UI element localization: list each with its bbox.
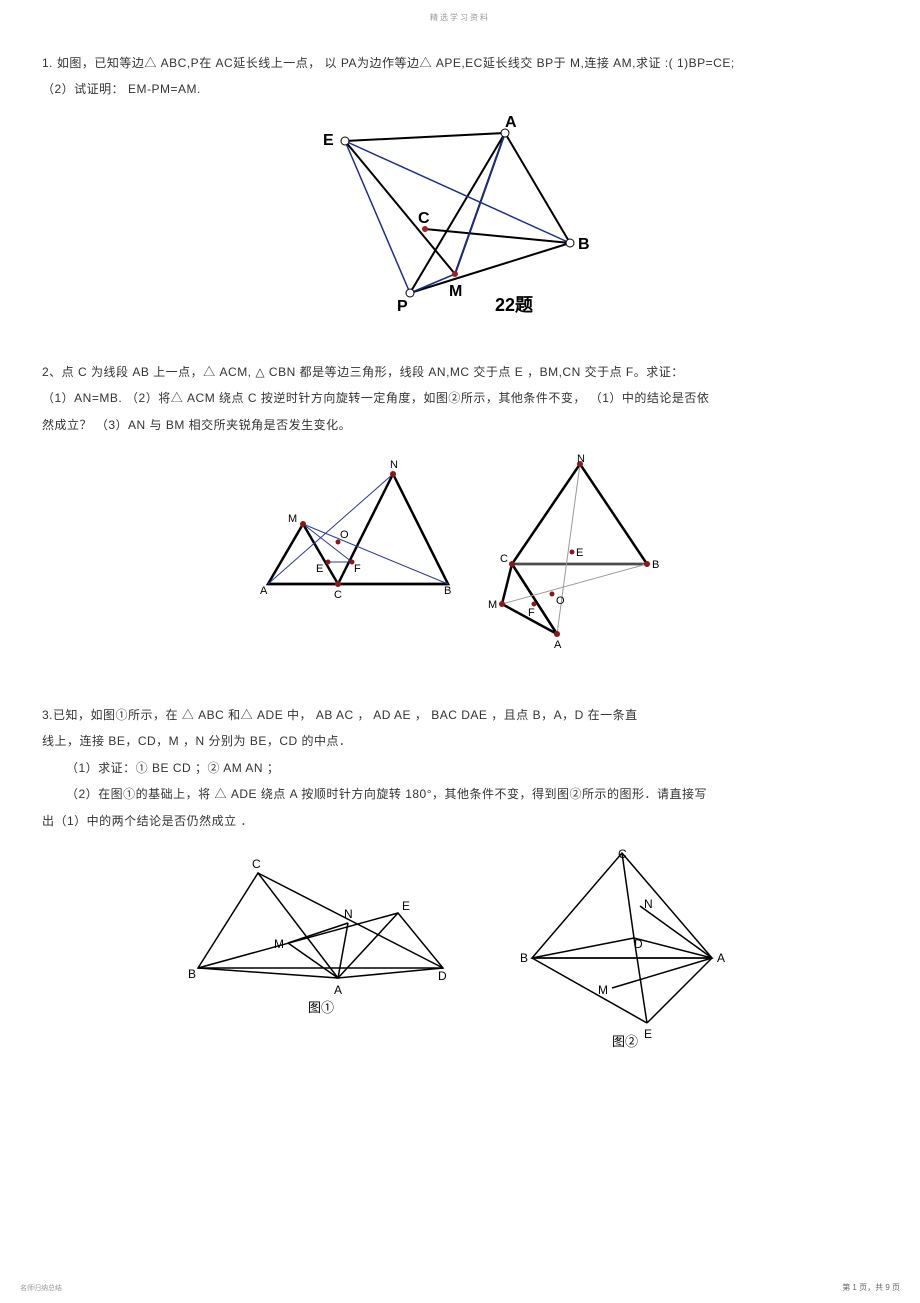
- svg-text:N: N: [644, 897, 653, 911]
- q3-line4: （2）在图①的基础上，将 △ ADE 绕点 A 按顺时针方向旋转 180°，其他…: [42, 781, 878, 807]
- svg-text:A: A: [334, 983, 342, 997]
- q1-label-B: B: [578, 236, 590, 253]
- q1-caption: 22题: [495, 295, 534, 315]
- q3-line2: 线上，连接 BE，CD，M ，N 分别为 BE，CD 的中点．: [42, 728, 878, 754]
- q1-label-P: P: [397, 298, 408, 315]
- q3-line1: 3.已知，如图①所示，在 △ ABC 和△ ADE 中， AB AC ， AD …: [42, 702, 878, 728]
- svg-text:N: N: [577, 454, 585, 465]
- svg-text:F: F: [354, 563, 361, 575]
- q2-line3: 然成立？ （3）AN 与 BM 相交所夹锐角是否发生变化。: [42, 412, 878, 438]
- q1-line1: 1. 如图，已知等边△ ABC,P在 AC延长线上一点， 以 PA为边作等边△ …: [42, 50, 878, 76]
- svg-text:C: C: [618, 848, 627, 861]
- svg-text:N: N: [390, 459, 398, 471]
- q3-caption-left: 图①: [308, 1000, 334, 1015]
- q3-figure-left: B D A C E M N 图①: [178, 848, 468, 1018]
- svg-text:B: B: [444, 585, 451, 597]
- svg-text:M: M: [288, 513, 297, 525]
- page-content: 1. 如图，已知等边△ ABC,P在 AC延长线上一点， 以 PA为边作等边△ …: [42, 50, 878, 1056]
- q1-label-M: M: [449, 283, 462, 300]
- svg-text:M: M: [598, 983, 608, 997]
- q1-figure: E A C B P M 22题: [305, 111, 615, 321]
- header-label: 精选学习资料: [430, 12, 490, 23]
- q2-figure-left: A B C M N E F O: [248, 454, 468, 614]
- svg-text:O: O: [556, 595, 565, 607]
- q2-figure-right: C B N M A E F O: [472, 454, 672, 654]
- svg-text:C: C: [334, 589, 342, 601]
- svg-text:B: B: [188, 967, 196, 981]
- q1-line2: （2）试证明： EM-PM=AM.: [42, 76, 878, 102]
- svg-text:C: C: [252, 857, 261, 871]
- q3-line3: （1）求证：① BE CD ；② AM AN ；: [42, 755, 878, 781]
- q3-caption-right: 图②: [612, 1034, 638, 1048]
- svg-text:M: M: [488, 599, 497, 611]
- svg-text:D: D: [438, 969, 447, 983]
- q1-label-C: C: [418, 210, 430, 227]
- svg-text:A: A: [717, 951, 725, 965]
- svg-text:F: F: [528, 607, 535, 619]
- q3-figure-right: B A C D N M E 图②: [512, 848, 742, 1048]
- svg-text:B: B: [652, 559, 659, 571]
- q3-line5: 出（1）中的两个结论是否仍然成立 ．: [42, 808, 878, 834]
- svg-text:B: B: [520, 951, 528, 965]
- q2-line1: 2、点 C 为线段 AB 上一点，△ ACM, △ CBN 都是等边三角形，线段…: [42, 359, 878, 385]
- svg-text:C: C: [500, 553, 508, 565]
- svg-text:E: E: [402, 899, 410, 913]
- footer-right: 第 1 页，共 9 页: [842, 1282, 900, 1293]
- footer-left: 名师归纳总结: [20, 1283, 62, 1293]
- q2-line2: （1）AN=MB. （2）将△ ACM 绕点 C 按逆时针方向旋转一定角度，如图…: [42, 385, 878, 411]
- svg-text:D: D: [634, 937, 643, 951]
- svg-text:E: E: [316, 563, 323, 575]
- svg-text:E: E: [576, 547, 583, 559]
- svg-text:A: A: [554, 639, 562, 651]
- q1-label-E: E: [323, 132, 334, 149]
- svg-text:E: E: [644, 1027, 652, 1041]
- svg-text:M: M: [274, 937, 284, 951]
- q1-label-A: A: [505, 114, 517, 131]
- svg-text:A: A: [260, 585, 268, 597]
- svg-text:N: N: [344, 907, 353, 921]
- svg-text:O: O: [340, 529, 349, 541]
